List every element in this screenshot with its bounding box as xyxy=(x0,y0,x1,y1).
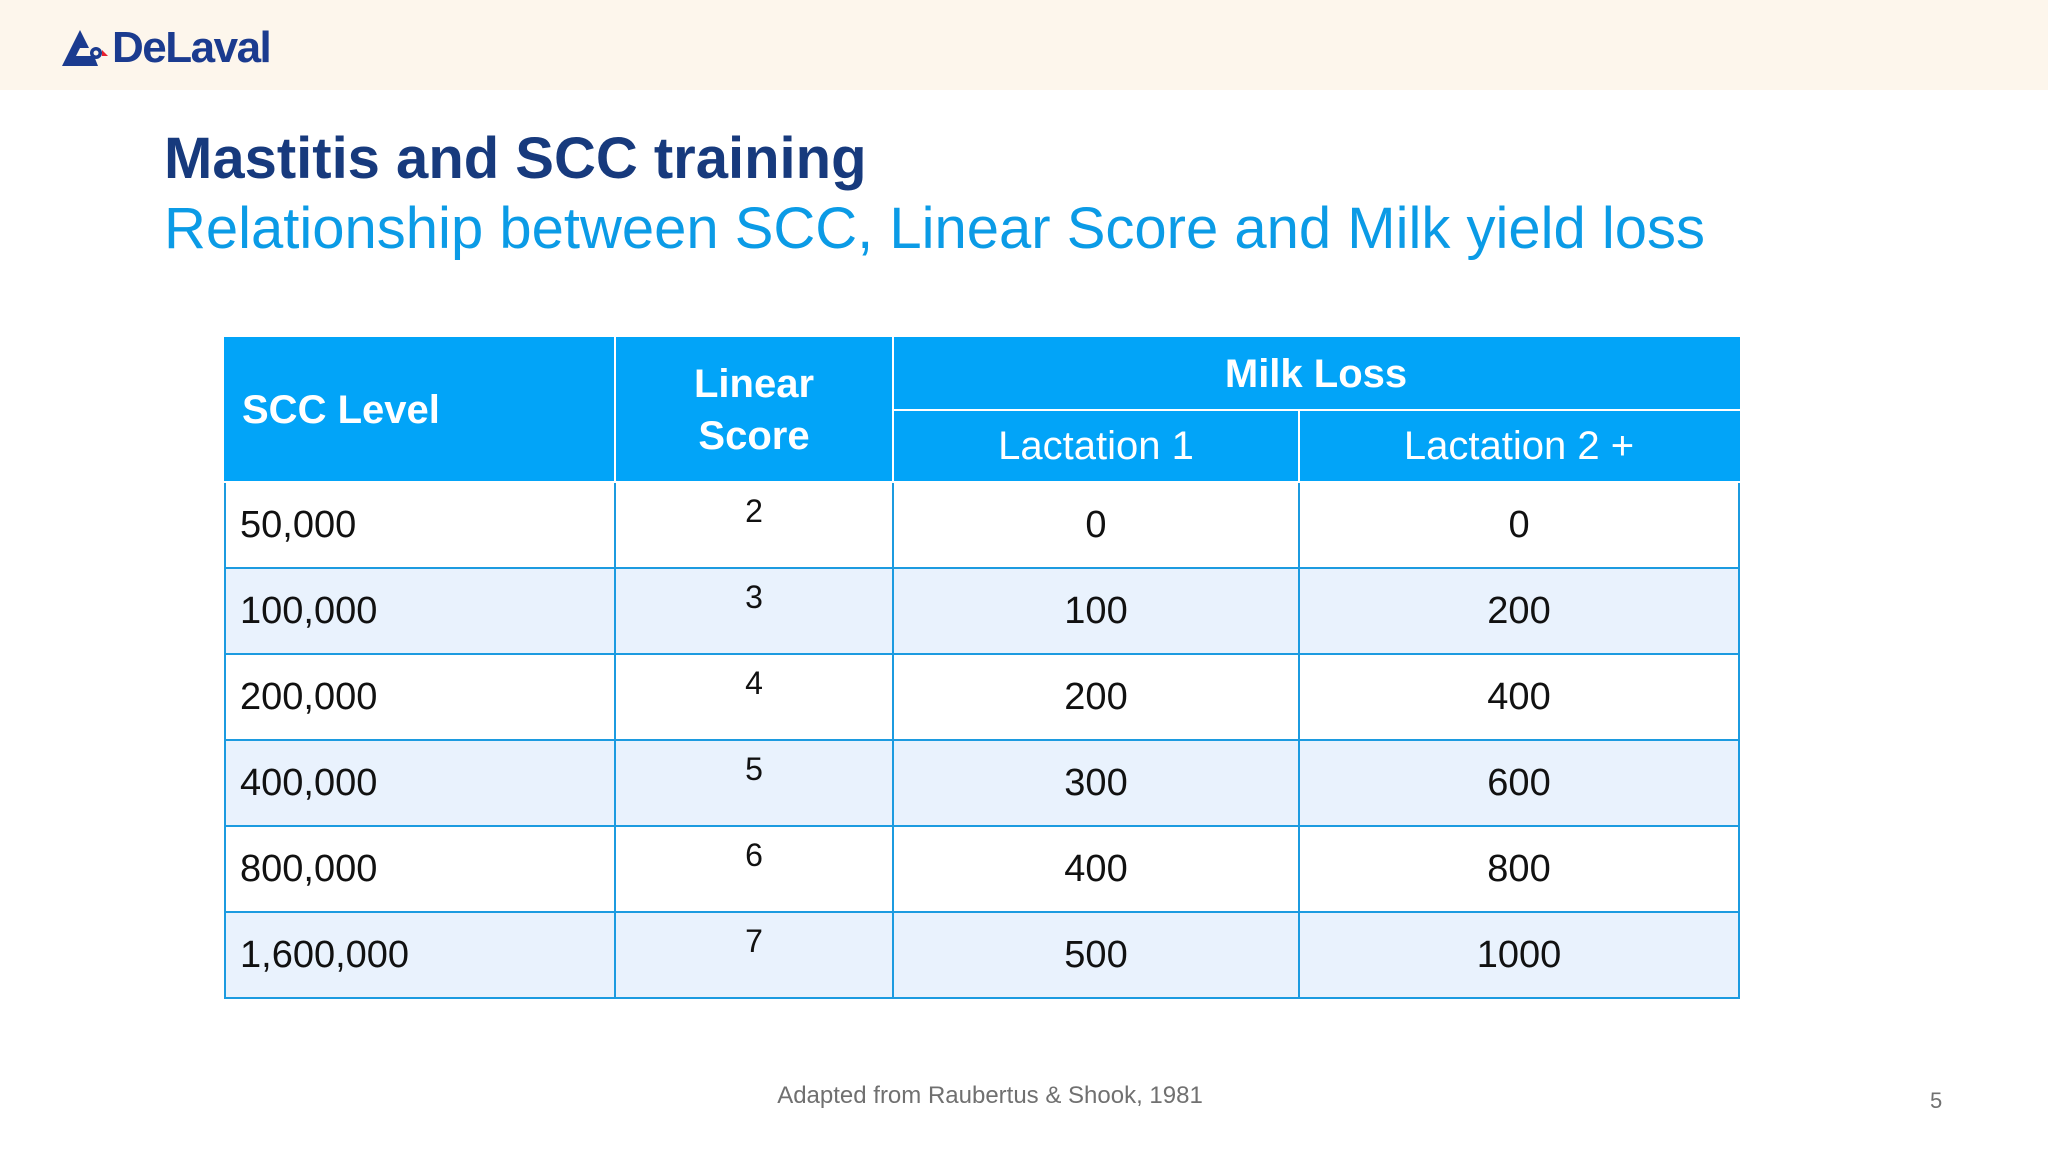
cell-scc-level: 400,000 xyxy=(224,739,616,827)
table-row: 100,000 3 100 200 xyxy=(224,567,1741,655)
cell-scc-level: 800,000 xyxy=(224,825,616,913)
cell-lactation-2: 600 xyxy=(1297,739,1741,827)
header-linear-score: Linear Score xyxy=(614,337,894,483)
header-lactation-1: Lactation 1 xyxy=(892,409,1300,483)
cell-linear-score: 6 xyxy=(614,825,894,913)
cell-lactation-2: 800 xyxy=(1297,825,1741,913)
cell-linear-score: 7 xyxy=(614,911,894,999)
cell-linear-score: 5 xyxy=(614,739,894,827)
header-scc-level: SCC Level xyxy=(224,337,616,483)
cell-lactation-1: 200 xyxy=(892,653,1300,741)
table-row: 400,000 5 300 600 xyxy=(224,739,1741,827)
cell-lactation-1: 100 xyxy=(892,567,1300,655)
header-bar: DeLaval xyxy=(0,0,2048,90)
table-row: 200,000 4 200 400 xyxy=(224,653,1741,741)
table-row: 50,000 2 0 0 xyxy=(224,481,1741,569)
cell-lactation-1: 500 xyxy=(892,911,1300,999)
brand-logo: DeLaval xyxy=(58,23,272,72)
cell-lactation-2: 200 xyxy=(1297,567,1741,655)
cell-scc-level: 100,000 xyxy=(224,567,616,655)
cell-linear-score: 3 xyxy=(614,567,894,655)
delaval-logo-icon xyxy=(62,30,108,66)
table-row: 1,600,000 7 500 1000 xyxy=(224,911,1741,999)
cell-lactation-2: 1000 xyxy=(1297,911,1741,999)
brand-name: DeLaval xyxy=(112,23,272,72)
header-linear-line1: Linear xyxy=(693,362,815,406)
page-number: 5 xyxy=(1930,1088,1943,1113)
cell-lactation-2: 0 xyxy=(1297,481,1741,569)
cell-linear-score: 2 xyxy=(614,481,894,569)
cell-lactation-1: 400 xyxy=(892,825,1300,913)
cell-scc-level: 50,000 xyxy=(224,481,616,569)
slide-subtitle: Relationship between SCC, Linear Score a… xyxy=(164,196,1705,261)
header-milk-loss: Milk Loss xyxy=(891,337,1741,411)
cell-scc-level: 200,000 xyxy=(224,653,616,741)
cell-lactation-1: 300 xyxy=(892,739,1300,827)
table-row: 800,000 6 400 800 xyxy=(224,825,1741,913)
cell-linear-score: 4 xyxy=(614,653,894,741)
header-linear-line2: Score xyxy=(698,414,810,458)
cell-lactation-2: 400 xyxy=(1297,653,1741,741)
header-lactation-2: Lactation 2 + xyxy=(1297,409,1741,483)
cell-lactation-1: 0 xyxy=(892,481,1300,569)
source-citation: Adapted from Raubertus & Shook, 1981 xyxy=(777,1082,1203,1109)
slide-title: Mastitis and SCC training xyxy=(164,126,867,191)
cell-scc-level: 1,600,000 xyxy=(224,911,616,999)
scc-table: SCC Level Linear Score Milk Loss Lactati… xyxy=(224,337,1741,999)
